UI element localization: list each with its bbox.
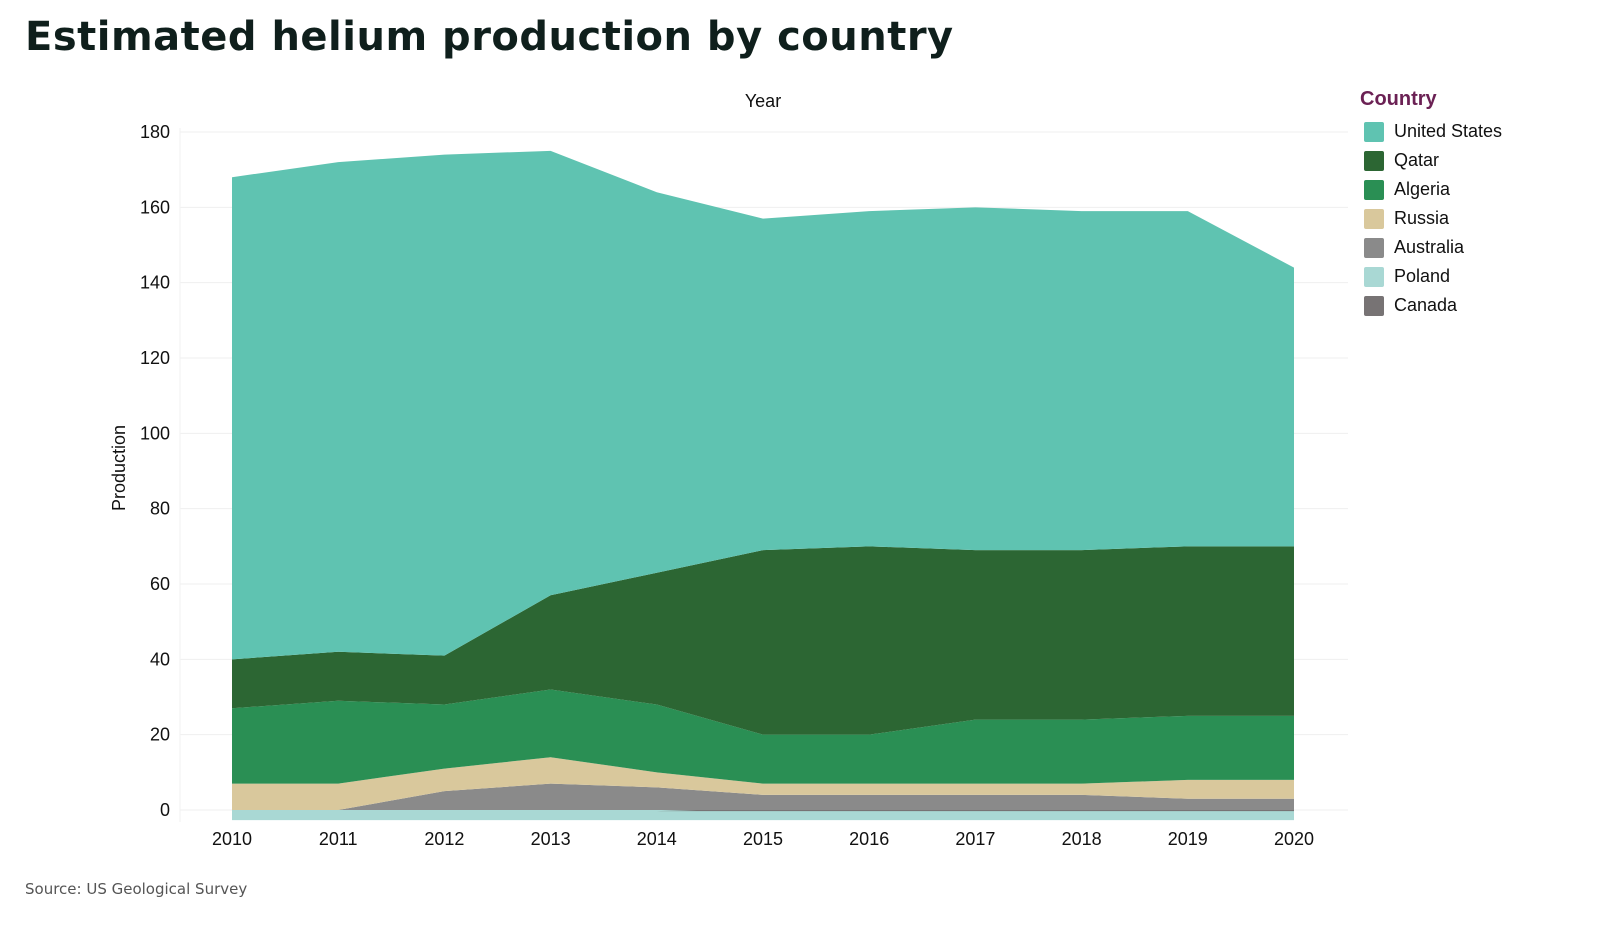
- poland-swatch: [1364, 266, 1384, 287]
- area-poland[interactable]: [232, 809, 1294, 821]
- area-united-states[interactable]: [232, 150, 1294, 660]
- y-tick-label: 40: [150, 649, 170, 669]
- legend-item-russia[interactable]: Russia: [1360, 204, 1502, 233]
- x-tick-label: 2013: [531, 829, 571, 849]
- y-tick-label: 140: [140, 273, 170, 293]
- y-tick-label: 100: [140, 423, 170, 443]
- legend-item-qatar[interactable]: Qatar: [1360, 146, 1502, 175]
- x-tick-label: 2016: [849, 829, 889, 849]
- y-tick-label: 0: [160, 800, 170, 820]
- area-series: [232, 150, 1294, 821]
- canada-swatch: [1364, 295, 1384, 316]
- area-australia[interactable]: [232, 783, 1294, 810]
- y-tick-label: 160: [140, 197, 170, 217]
- algeria-swatch: [1364, 179, 1384, 200]
- legend: Country United States Qatar Algeria Russ…: [1360, 88, 1502, 320]
- x-tick-label: 2019: [1168, 829, 1208, 849]
- x-tick-label: 2012: [424, 829, 464, 849]
- x-tick-label: 2017: [955, 829, 995, 849]
- x-tick-label: 2010: [212, 829, 252, 849]
- x-axis-title: Year: [745, 91, 781, 111]
- chart-title: Estimated helium production by country: [25, 14, 954, 60]
- y-tick-label: 120: [140, 348, 170, 368]
- russia-swatch: [1364, 208, 1384, 229]
- x-tick-label: 2014: [637, 829, 677, 849]
- x-tick-label: 2018: [1062, 829, 1102, 849]
- y-tick-label: 180: [140, 122, 170, 142]
- united-states-swatch: [1364, 121, 1384, 142]
- area-qatar[interactable]: [232, 546, 1294, 735]
- x-tick-label: 2011: [319, 829, 358, 849]
- y-axis-ticks: 0 20 40 60 80 100 120 140 160 180: [140, 122, 170, 820]
- legend-item-united-states[interactable]: United States: [1360, 117, 1502, 146]
- legend-item-canada[interactable]: Canada: [1360, 291, 1502, 320]
- y-tick-label: 60: [150, 574, 170, 594]
- x-tick-label: 2015: [743, 829, 783, 849]
- area-algeria[interactable]: [232, 689, 1294, 784]
- legend-item-algeria[interactable]: Algeria: [1360, 175, 1502, 204]
- legend-item-australia[interactable]: Australia: [1360, 233, 1502, 262]
- x-tick-label: 2020: [1274, 829, 1314, 849]
- y-tick-label: 20: [150, 725, 170, 745]
- qatar-swatch: [1364, 150, 1384, 171]
- y-axis-title: Production: [109, 425, 129, 511]
- legend-item-poland[interactable]: Poland: [1360, 262, 1502, 291]
- y-tick-label: 80: [150, 499, 170, 519]
- australia-swatch: [1364, 237, 1384, 258]
- x-axis-ticks: 2010 2011 2012 2013 2014 2015 2016 2017 2018 2019…: [212, 829, 1314, 849]
- legend-title: Country: [1360, 88, 1437, 110]
- source-note: Source: US Geological Survey: [25, 880, 248, 898]
- area-russia[interactable]: [232, 757, 1294, 810]
